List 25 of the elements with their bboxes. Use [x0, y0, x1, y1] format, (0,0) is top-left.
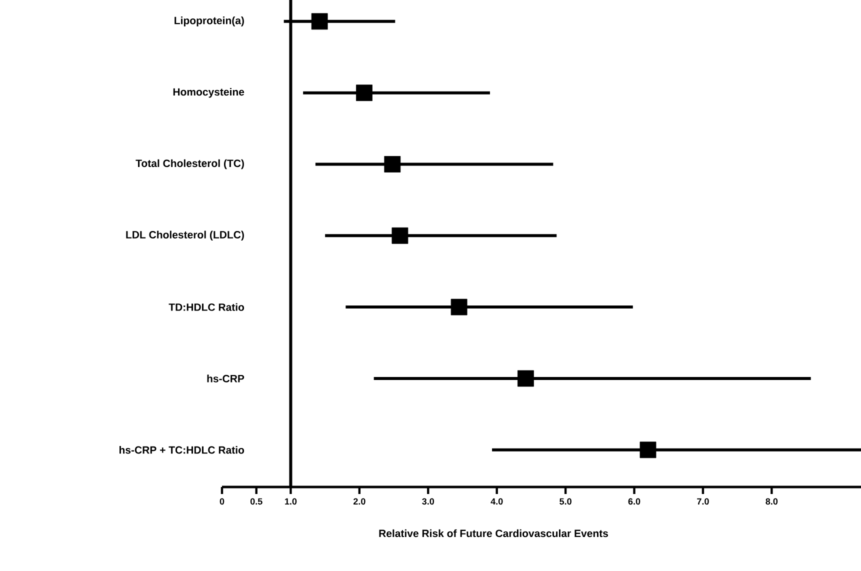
y-tick-label: hs-CRP + TC:HDLC Ratio — [120, 446, 244, 454]
x-tick-label: 6.0 — [628, 498, 640, 505]
x-tick-label: 2.0 — [353, 498, 366, 505]
point — [356, 84, 372, 102]
x-axis-title: Relative Risk of Future Cardiovascular Events — [379, 529, 608, 538]
point — [384, 156, 401, 172]
y-tick-label: Total Cholesterol (TC) — [136, 159, 244, 170]
x-tick-label: 0 — [220, 498, 224, 505]
y-tick-label: Lipoprotein(a) — [174, 16, 244, 26]
x-tick-label: 5.0 — [560, 498, 572, 505]
point — [640, 442, 656, 458]
point — [392, 227, 408, 244]
x-tick-label: 4.0 — [490, 498, 503, 505]
y-tick-label: TD:HDLC Ratio — [168, 303, 244, 311]
point — [518, 370, 534, 387]
y-tick-label: LDL Cholesterol (LDLC) — [126, 230, 244, 241]
point — [450, 298, 468, 316]
x-tick-label: 7.0 — [697, 498, 709, 505]
y-tick-label: Homocysteine — [173, 88, 244, 98]
x-tick-label: 0.5 — [250, 498, 262, 505]
point — [311, 13, 328, 30]
x-tick-label: 8.0 — [766, 498, 778, 505]
y-tick-label: hs-CRP — [207, 374, 244, 382]
x-tick-label: 3.0 — [422, 498, 434, 505]
x-tick-label: 1.0 — [285, 498, 297, 505]
